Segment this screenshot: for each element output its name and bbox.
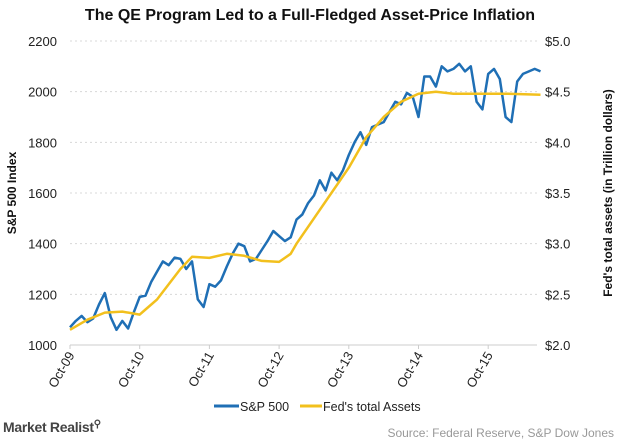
y-axis-label: S&P 500 Index — [5, 151, 19, 234]
x-tick-label: Oct-13 — [324, 349, 356, 390]
x-tick-label: Oct-10 — [115, 349, 147, 390]
y2-tick-label: $4.5 — [545, 85, 570, 100]
fed-assets-line — [69, 90, 541, 331]
y2-axis-label: Fed's total assets (in Trillion dollars) — [601, 89, 615, 297]
y2-tick-label: $5.0 — [545, 34, 570, 49]
legend-label-sp500: S&P 500 — [240, 400, 289, 414]
x-tick-label: Oct-14 — [394, 349, 426, 390]
magnifier-icon: ⚲ — [93, 419, 101, 430]
legend-label-fed: Fed's total Assets — [323, 400, 421, 414]
x-tick-label: Oct-11 — [185, 349, 217, 389]
y2-tick-label: $3.5 — [545, 186, 570, 201]
x-tick-label: Oct-12 — [254, 349, 286, 390]
logo-text: Market Realist — [3, 419, 94, 435]
y2-tick-label: $3.0 — [545, 237, 570, 252]
y2-tick-label: $2.0 — [545, 338, 570, 353]
y-tick-label: 1600 — [28, 186, 57, 201]
y-tick-label: 2000 — [28, 85, 57, 100]
y2-tick-label: $4.0 — [545, 135, 570, 150]
chart-title: The QE Program Led to a Full-Fledged Ass… — [84, 7, 536, 24]
y-tick-label: 1800 — [28, 135, 57, 150]
y-tick-label: 1200 — [28, 287, 57, 302]
x-tick-label: Oct-15 — [463, 349, 495, 390]
source-note: Source: Federal Reserve, S&P Dow Jones — [387, 426, 614, 440]
market-realist-logo: Market Realist⚲ — [3, 419, 101, 435]
y-tick-label: 1000 — [28, 338, 57, 353]
y2-tick-label: $2.5 — [545, 287, 570, 302]
y-tick-label: 2200 — [28, 34, 57, 49]
sp500-line — [69, 62, 541, 332]
y-tick-label: 1400 — [28, 237, 57, 252]
x-tick-label: Oct-09 — [45, 349, 77, 390]
